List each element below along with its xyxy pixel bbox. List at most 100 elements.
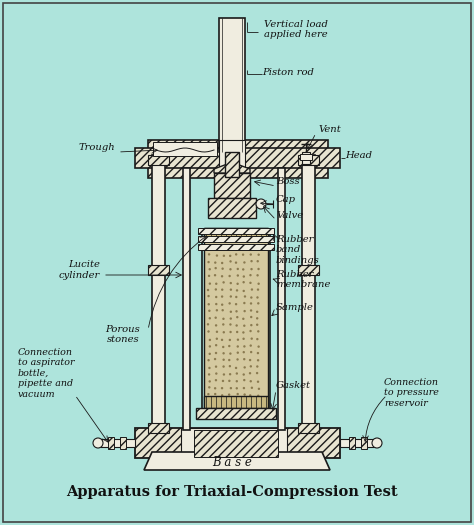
Circle shape — [250, 254, 252, 256]
Bar — [181, 428, 287, 460]
Circle shape — [242, 248, 244, 250]
Text: B a s e: B a s e — [212, 457, 252, 469]
Circle shape — [256, 365, 258, 368]
Circle shape — [243, 275, 245, 278]
Text: Head: Head — [345, 151, 372, 160]
Circle shape — [93, 438, 103, 448]
Circle shape — [256, 372, 258, 374]
Circle shape — [229, 317, 232, 320]
Circle shape — [215, 288, 217, 291]
Bar — [204, 396, 268, 408]
Circle shape — [257, 401, 260, 404]
Bar — [153, 142, 217, 156]
Circle shape — [221, 296, 223, 298]
Circle shape — [257, 288, 259, 291]
Circle shape — [236, 401, 238, 404]
Circle shape — [229, 255, 231, 257]
Circle shape — [256, 311, 258, 313]
Circle shape — [216, 331, 218, 333]
Circle shape — [257, 330, 259, 332]
Circle shape — [242, 268, 245, 270]
Circle shape — [249, 394, 251, 396]
Circle shape — [242, 254, 244, 256]
Circle shape — [207, 323, 209, 326]
Circle shape — [235, 247, 237, 249]
Circle shape — [228, 275, 231, 277]
Circle shape — [215, 372, 218, 375]
Text: Vent: Vent — [318, 125, 341, 134]
Circle shape — [222, 352, 225, 354]
Bar — [225, 152, 239, 177]
Text: Vertical load
applied here: Vertical load applied here — [264, 20, 328, 39]
Circle shape — [250, 268, 253, 270]
Circle shape — [256, 323, 258, 326]
Bar — [302, 152, 310, 164]
Circle shape — [243, 379, 246, 381]
Circle shape — [243, 402, 245, 404]
Bar — [349, 437, 355, 449]
Circle shape — [222, 318, 225, 320]
Circle shape — [257, 254, 260, 256]
Bar — [148, 265, 169, 275]
Circle shape — [257, 395, 259, 397]
Circle shape — [235, 303, 237, 306]
Text: Rubber
band
bindings: Rubber band bindings — [276, 235, 320, 265]
Circle shape — [236, 289, 238, 291]
Circle shape — [208, 373, 210, 375]
Circle shape — [257, 302, 259, 304]
Circle shape — [249, 274, 252, 276]
Circle shape — [208, 253, 210, 256]
Circle shape — [207, 289, 209, 291]
Polygon shape — [214, 163, 250, 173]
Circle shape — [249, 359, 251, 361]
Circle shape — [243, 302, 246, 304]
Circle shape — [258, 387, 260, 390]
Bar — [278, 168, 285, 430]
Circle shape — [257, 359, 259, 362]
Circle shape — [207, 330, 210, 333]
Bar — [198, 236, 274, 242]
Circle shape — [207, 359, 210, 361]
Circle shape — [208, 386, 210, 388]
Circle shape — [208, 275, 210, 277]
Circle shape — [250, 296, 253, 299]
Circle shape — [251, 288, 253, 291]
Text: Connection
to aspirator
bottle,
pipette and
vacuum: Connection to aspirator bottle, pipette … — [18, 348, 74, 398]
Circle shape — [228, 302, 231, 304]
Bar — [120, 437, 126, 449]
Circle shape — [242, 281, 245, 284]
Bar — [204, 228, 268, 240]
Circle shape — [207, 295, 210, 297]
Circle shape — [237, 358, 239, 361]
Circle shape — [207, 393, 210, 395]
Text: Cap: Cap — [276, 195, 296, 205]
Circle shape — [222, 281, 225, 284]
Circle shape — [256, 199, 266, 209]
Circle shape — [249, 380, 252, 382]
Circle shape — [214, 267, 217, 269]
Circle shape — [236, 387, 238, 390]
Circle shape — [216, 338, 218, 340]
Circle shape — [236, 316, 238, 318]
Circle shape — [250, 239, 252, 242]
Circle shape — [222, 346, 224, 348]
Text: Porous
stones: Porous stones — [105, 325, 140, 344]
Circle shape — [215, 379, 217, 381]
Bar — [183, 168, 190, 430]
Text: Trough: Trough — [78, 143, 115, 152]
Bar — [302, 155, 315, 433]
Circle shape — [215, 344, 218, 346]
Circle shape — [214, 261, 217, 264]
Circle shape — [244, 295, 246, 298]
Circle shape — [256, 232, 258, 235]
Circle shape — [223, 255, 225, 257]
Circle shape — [222, 359, 225, 361]
Circle shape — [242, 240, 245, 242]
Circle shape — [216, 254, 218, 257]
Circle shape — [250, 232, 253, 235]
Circle shape — [235, 296, 237, 298]
Circle shape — [257, 352, 259, 354]
Circle shape — [214, 358, 216, 360]
Circle shape — [249, 330, 252, 332]
Circle shape — [257, 268, 260, 270]
